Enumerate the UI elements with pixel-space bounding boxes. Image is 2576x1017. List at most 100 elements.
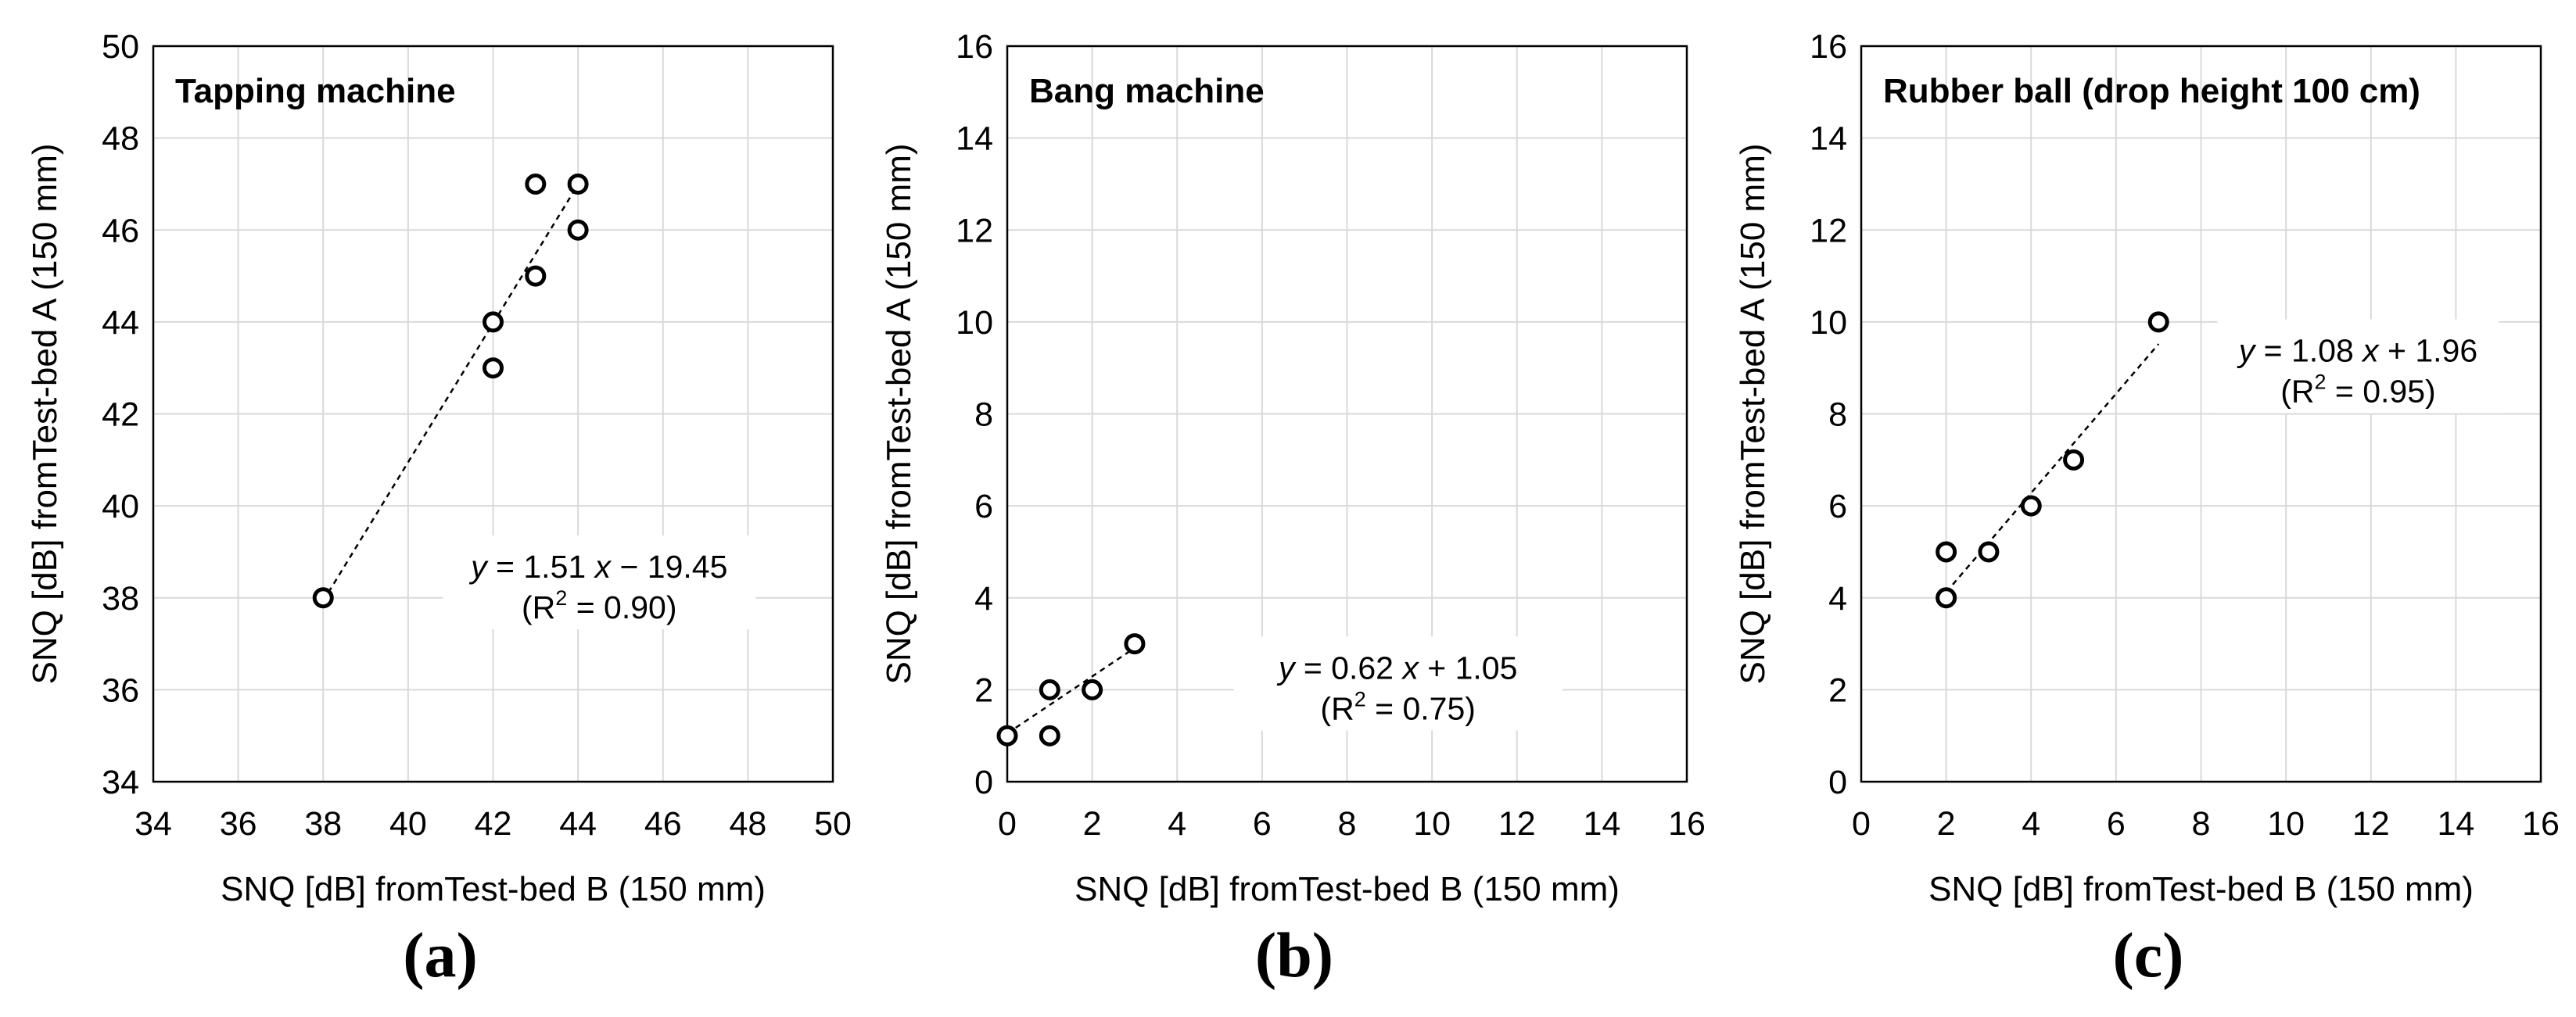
chart-title: Bang machine <box>1029 72 1265 110</box>
chart-title: Rubber ball (drop height 100 cm) <box>1883 72 2420 110</box>
x-axis-label: SNQ [dB] fromTest-bed B (150 mm) <box>1928 870 2474 908</box>
x-tick-label: 0 <box>998 805 1017 843</box>
equation-background <box>2217 319 2499 414</box>
caption-a: (a) <box>403 919 478 990</box>
equation-background <box>443 535 756 629</box>
y-axis-label: SNQ [dB] fromTest-bed A (150 mm) <box>26 143 64 684</box>
caption-c: (c) <box>2112 919 2184 990</box>
y-tick-label: 0 <box>1828 764 1847 801</box>
x-tick-label: 2 <box>1083 805 1102 843</box>
data-point <box>2147 311 2169 333</box>
x-tick-label: 12 <box>2352 805 2390 843</box>
regression-equation: y = 0.62 x + 1.05 <box>1276 650 1517 686</box>
r-squared-label: (R2 = 0.95) <box>2280 371 2435 410</box>
y-tick-label: 2 <box>1828 671 1847 709</box>
x-tick-label: 38 <box>304 805 342 843</box>
data-point <box>996 725 1018 747</box>
regression-equation: y = 1.08 x + 1.96 <box>2237 333 2477 369</box>
x-tick-label: 0 <box>1852 805 1871 843</box>
x-tick-label: 40 <box>389 805 427 843</box>
x-tick-label: 14 <box>2437 805 2474 843</box>
x-tick-label: 8 <box>2192 805 2211 843</box>
x-tick-label: 42 <box>475 805 512 843</box>
y-tick-label: 34 <box>102 764 139 801</box>
data-point <box>1082 679 1103 700</box>
x-axis-label: SNQ [dB] fromTest-bed B (150 mm) <box>221 870 766 908</box>
y-tick-label: 44 <box>102 304 139 342</box>
chart-panel-a: 34 36 38 40 42 44 46 48 50 34 36 38 40 42 44 46 48 50 SNQ … <box>26 28 852 908</box>
x-tick-label: 4 <box>1168 805 1186 843</box>
data-point <box>567 173 589 195</box>
y-tick-label: 16 <box>956 28 993 66</box>
y-tick-label: 12 <box>956 212 993 249</box>
y-tick-label: 40 <box>102 488 139 525</box>
data-point <box>483 357 504 379</box>
x-tick-label: 34 <box>135 805 172 843</box>
equation-background <box>1233 636 1562 731</box>
plot-frame <box>1006 45 1688 783</box>
data-point <box>1039 725 1060 747</box>
x-tick-label: 36 <box>220 805 257 843</box>
y-tick-label: 36 <box>102 671 139 709</box>
x-tick-label: 46 <box>644 805 682 843</box>
data-point <box>567 219 589 241</box>
data-point <box>1936 541 1957 563</box>
x-tick-label: 16 <box>2522 805 2560 843</box>
y-tick-label: 38 <box>102 580 139 618</box>
x-tick-label: 6 <box>2107 805 2126 843</box>
y-tick-label: 6 <box>1828 488 1847 525</box>
y-tick-label: 12 <box>1810 212 1847 249</box>
y-tick-label: 50 <box>102 28 139 66</box>
x-tick-label: 50 <box>814 805 852 843</box>
trend-line <box>322 184 579 602</box>
r-squared-label: (R2 = 0.90) <box>522 586 676 625</box>
regression-equation: y = 1.51 x − 19.45 <box>468 549 727 585</box>
x-tick-label: 44 <box>559 805 597 843</box>
data-point <box>312 587 334 609</box>
chart-title: Tapping machine <box>175 72 456 110</box>
data-point <box>483 311 504 333</box>
chart-panel-b: 0 2 4 6 8 10 12 14 16 0 2 4 6 8 10 12 14 16 SNQ [dB] fromT… <box>880 28 1706 908</box>
y-tick-label: 14 <box>956 120 993 158</box>
data-point <box>525 265 547 287</box>
y-tick-label: 14 <box>1810 120 1847 158</box>
x-tick-label: 12 <box>1498 805 1536 843</box>
y-tick-label: 16 <box>1810 28 1847 66</box>
y-tick-label: 46 <box>102 212 139 249</box>
x-tick-label: 4 <box>2022 805 2040 843</box>
x-tick-label: 6 <box>1253 805 1272 843</box>
y-tick-label: 10 <box>1810 304 1847 342</box>
y-tick-label: 4 <box>974 580 993 618</box>
x-tick-label: 8 <box>1338 805 1357 843</box>
chart-panel-c: 0 2 4 6 8 10 12 14 16 0 2 4 6 8 10 12 14 16 SNQ [dB] fromT… <box>1734 28 2560 908</box>
y-tick-label: 42 <box>102 396 139 434</box>
y-tick-label: 10 <box>956 304 993 342</box>
trend-line <box>1945 343 2160 593</box>
x-tick-label: 2 <box>1937 805 1956 843</box>
y-tick-label: 2 <box>974 671 993 709</box>
trend-line <box>1006 646 1136 735</box>
x-tick-label: 10 <box>2267 805 2305 843</box>
x-tick-label: 48 <box>729 805 766 843</box>
y-tick-label: 4 <box>1828 580 1847 618</box>
r-squared-label: (R2 = 0.75) <box>1320 687 1475 726</box>
y-axis-label: SNQ [dB] fromTest-bed A (150 mm) <box>880 143 918 684</box>
y-tick-label: 6 <box>974 488 993 525</box>
y-tick-label: 8 <box>974 396 993 434</box>
plot-frame <box>1860 45 2542 783</box>
y-tick-label: 8 <box>1828 396 1847 434</box>
x-tick-label: 10 <box>1413 805 1451 843</box>
data-point <box>1039 679 1060 700</box>
y-tick-label: 0 <box>974 764 993 801</box>
data-point <box>1936 587 1957 609</box>
data-point <box>1124 633 1146 655</box>
caption-b: (b) <box>1254 919 1334 990</box>
data-point <box>2063 449 2085 471</box>
data-point <box>1978 541 2000 563</box>
data-point <box>2020 495 2042 517</box>
x-tick-label: 16 <box>1668 805 1706 843</box>
y-axis-label: SNQ [dB] fromTest-bed A (150 mm) <box>1734 143 1772 684</box>
y-tick-label: 48 <box>102 120 139 158</box>
plot-frame <box>152 45 834 783</box>
